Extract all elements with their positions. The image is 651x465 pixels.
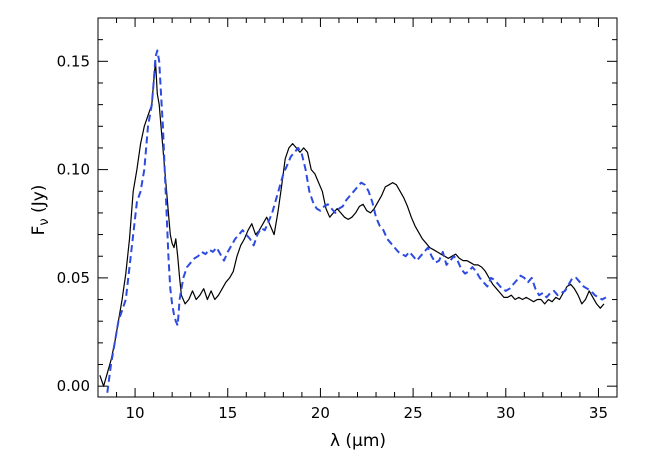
series-layer [99, 49, 607, 393]
y-tick-label: 0.10 [57, 161, 90, 179]
y-axis: 0.00 0.05 0.10 0.15 [57, 39, 617, 395]
series-line-solid [99, 60, 605, 387]
plot-area [97, 17, 618, 398]
x-tick-label: 30 [496, 404, 515, 422]
y-tick-label: 0.15 [57, 52, 90, 70]
x-tick-label: 10 [126, 404, 145, 422]
y-tick-label: 0.00 [57, 377, 90, 395]
series-line-dashed [106, 49, 607, 393]
x-tick-label: 15 [218, 404, 237, 422]
y-tick-label: 0.05 [57, 269, 90, 287]
plot-frame [97, 17, 618, 398]
x-tick-label: 20 [311, 404, 330, 422]
y-axis-label: Fν (Jy) [29, 185, 52, 236]
x-tick-label: 25 [404, 404, 423, 422]
x-tick-label: 35 [589, 404, 608, 422]
x-axis-label: λ (μm) [330, 431, 386, 451]
x-axis: 10 15 20 25 30 35 [97, 18, 618, 422]
